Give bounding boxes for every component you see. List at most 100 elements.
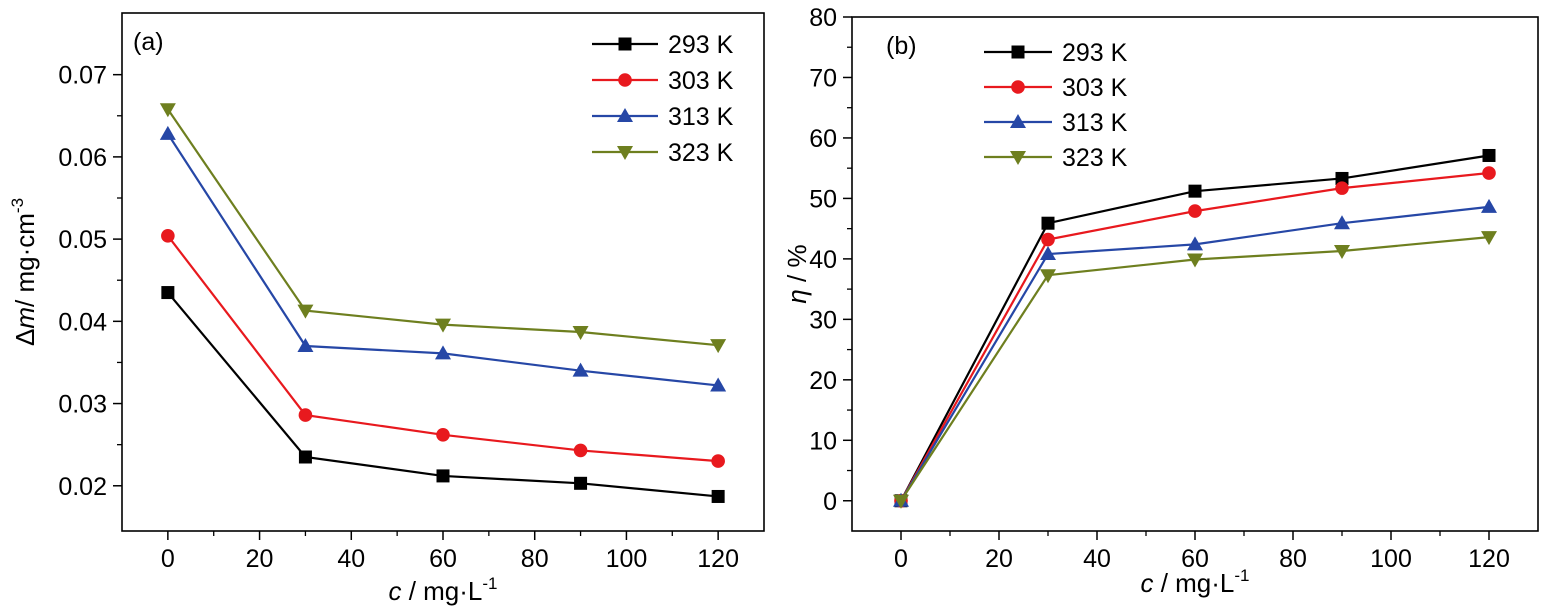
data-point (1335, 181, 1349, 195)
y-axis-label-unit: / % (782, 244, 812, 289)
y-axis-label-unit: / mg·cm (10, 213, 40, 307)
chart-panel-a: 0 20 40 60 80 100 120 0.02 0.03 0.04 0.05 0.06 0.07 c… (8, 12, 765, 606)
x-tick-label: 40 (1083, 545, 1111, 573)
series-line (900, 205, 1490, 502)
legend-marker (617, 108, 633, 122)
data-point (1482, 148, 1496, 162)
legend-label: 313 K (668, 103, 734, 131)
data-point (711, 454, 725, 468)
data-point (1482, 166, 1496, 180)
x-tick-label: 120 (697, 545, 739, 573)
y-tick-label: 70 (809, 64, 837, 92)
data-point (297, 338, 314, 352)
data-point (1188, 204, 1202, 218)
data-point (159, 103, 176, 118)
x-tick-label: 120 (1468, 545, 1510, 573)
y-tick-label: 0.06 (58, 144, 107, 172)
y-axis-label: η / % (782, 244, 812, 303)
x-tick-label: 20 (246, 545, 274, 573)
series-293k (894, 148, 1496, 508)
x-tick-label: 100 (1370, 545, 1412, 573)
y-tick-label: 80 (809, 4, 837, 32)
legend-marker (617, 146, 633, 160)
legend-marker (1010, 114, 1026, 128)
y-tick-label: 10 (809, 427, 837, 455)
chart-panel-b: 0 20 40 60 80 100 120 0 10 20 30 40 50 60 70 80 c / mg·L… (782, 4, 1539, 598)
legend: 293 K 303 K 313 K 323 K (984, 39, 1128, 172)
legend-label: 323 K (1062, 144, 1128, 172)
data-point (298, 450, 312, 464)
data-point (159, 125, 176, 140)
data-point (161, 229, 175, 243)
data-point (435, 318, 451, 333)
legend-label: 293 K (1062, 39, 1128, 67)
y-tick-label: 60 (809, 125, 837, 153)
x-axis-label-unit: / mg·L (1153, 568, 1234, 598)
data-point (1187, 253, 1203, 268)
series-line (900, 171, 1490, 502)
data-point (435, 345, 451, 360)
data-point (710, 339, 727, 354)
y-tick-label: 20 (809, 367, 837, 395)
data-point (572, 362, 589, 377)
y-axis-label-sup: -3 (8, 198, 27, 213)
data-point (298, 408, 313, 422)
data-point (573, 443, 588, 458)
panel-label: (a) (133, 28, 164, 56)
data-point (161, 286, 175, 300)
x-tick-label: 0 (894, 545, 908, 573)
series-line (900, 236, 1490, 502)
x-axis-label: c / mg·L-1 (1140, 566, 1249, 598)
data-point (1040, 269, 1056, 284)
y-tick-label: 0 (823, 488, 837, 516)
legend-label: 303 K (668, 67, 734, 95)
x-axis-label-var: c (388, 576, 401, 606)
series-323k (159, 103, 727, 354)
legend-label: 313 K (1062, 109, 1128, 137)
x-axis-label-var: c (1140, 568, 1153, 598)
x-axis-label-unit: / mg·L (401, 576, 482, 606)
y-tick-label: 30 (809, 306, 837, 334)
x-axis-label-sup: -1 (482, 574, 497, 593)
x-tick-label: 40 (337, 545, 365, 573)
legend-marker (618, 73, 632, 87)
x-tick-label: 20 (985, 545, 1013, 573)
y-tick-label: 50 (809, 185, 837, 213)
data-point (1481, 198, 1497, 213)
legend-marker (1011, 80, 1025, 94)
y-tick-label: 0.03 (58, 391, 107, 419)
x-tick-label: 100 (606, 545, 648, 573)
x-tick-label: 80 (1279, 545, 1307, 573)
data-point (1187, 236, 1203, 251)
legend-label: 293 K (668, 31, 734, 59)
data-point (1334, 245, 1350, 260)
data-point (436, 428, 450, 442)
y-tick-label: 0.05 (58, 226, 107, 254)
data-point (436, 469, 450, 483)
data-point (1041, 232, 1055, 247)
x-tick-label: 80 (521, 545, 549, 573)
x-tick-label: 60 (429, 545, 457, 573)
legend-marker (618, 37, 632, 51)
series-303k (894, 166, 1496, 508)
data-point (1481, 231, 1497, 246)
y-axis-label-delta: Δ (10, 329, 40, 346)
data-point (574, 476, 588, 490)
data-point (1334, 215, 1350, 230)
y-tick-label: 0.07 (58, 62, 107, 90)
data-point (710, 377, 727, 392)
legend-marker (1010, 151, 1026, 165)
data-point (297, 304, 314, 319)
x-tick-label: 0 (161, 545, 175, 573)
y-axis-label: Δm/ mg·cm-3 (8, 198, 40, 346)
y-tick-label: 0.02 (58, 473, 107, 501)
data-point (1188, 184, 1202, 198)
legend-label: 323 K (668, 139, 734, 167)
panel-label: (b) (886, 32, 917, 60)
series-293k (161, 286, 725, 503)
data-point (1040, 246, 1056, 261)
series-313k (159, 125, 727, 392)
legend-marker (1011, 45, 1025, 59)
x-axis-label: c / mg·L-1 (388, 574, 497, 606)
